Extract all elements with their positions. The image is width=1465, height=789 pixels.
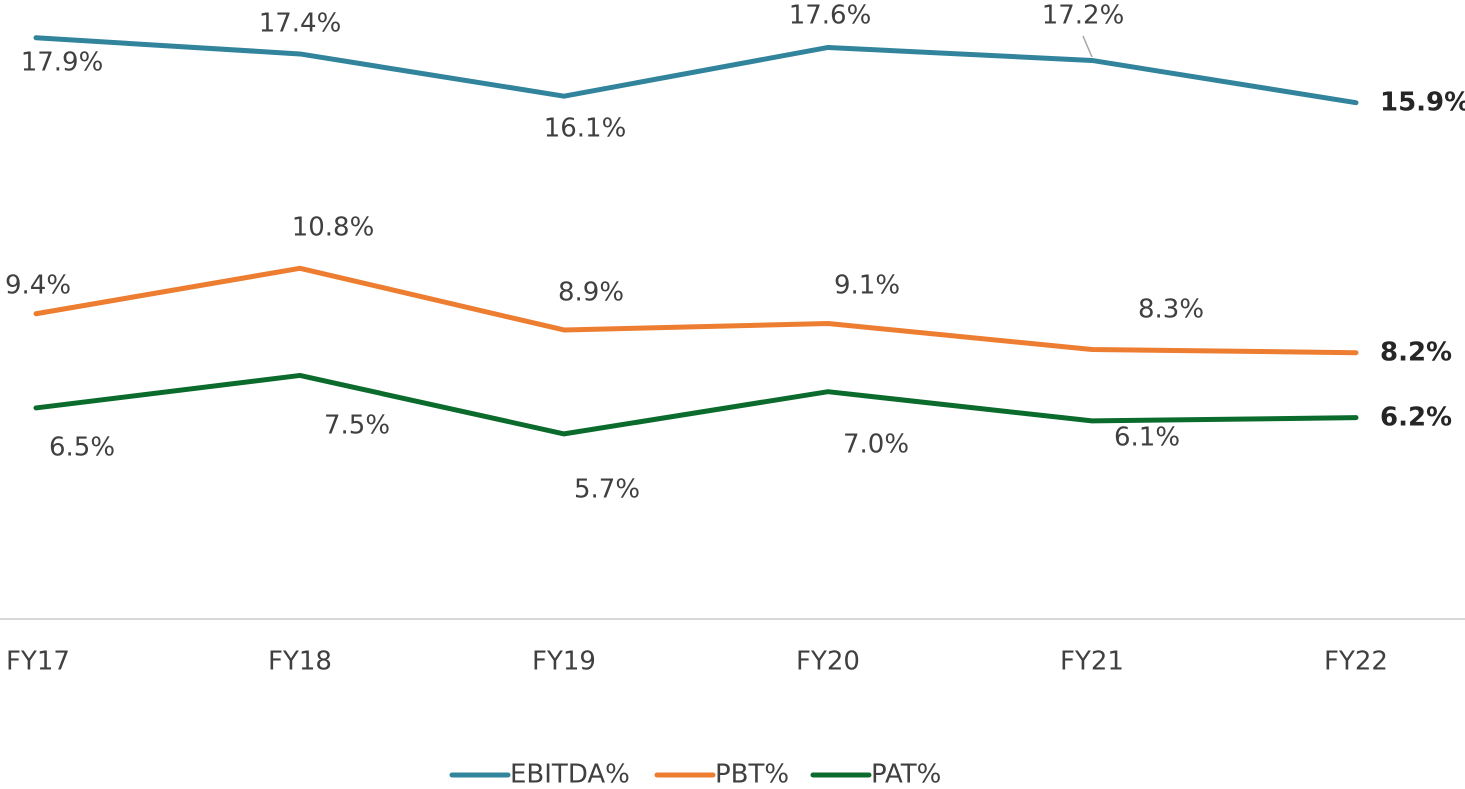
data-label: 17.9%	[21, 48, 104, 78]
x-tick-label: FY18	[268, 647, 332, 677]
data-label: 17.2%	[1042, 1, 1125, 31]
leader-line	[1082, 35, 1093, 58]
x-tick-label: FY22	[1324, 647, 1388, 677]
data-label: 17.6%	[789, 1, 872, 31]
data-label: 15.9%	[1380, 88, 1465, 118]
data-label: 17.4%	[259, 9, 342, 39]
data-label: 9.1%	[834, 271, 900, 301]
legend-label: EBITDA%	[510, 760, 630, 789]
line-series	[33, 265, 1359, 356]
x-tick-label: FY20	[796, 647, 860, 677]
legend-label: PBT%	[715, 760, 789, 789]
line-series	[33, 372, 1359, 437]
line-series	[33, 35, 1359, 106]
data-label: 5.7%	[574, 475, 640, 505]
data-label: 8.9%	[558, 278, 624, 308]
x-tick-label: FY17	[6, 647, 70, 677]
data-label: 8.2%	[1380, 338, 1452, 368]
data-label: 7.0%	[843, 430, 909, 460]
data-label: 16.1%	[544, 114, 627, 144]
data-label: 6.2%	[1380, 403, 1452, 433]
data-label: 7.5%	[324, 411, 390, 441]
x-tick-label: FY21	[1060, 647, 1124, 677]
x-tick-label: FY19	[532, 647, 596, 677]
data-label: 10.8%	[292, 213, 375, 243]
legend-label: PAT%	[871, 760, 941, 789]
data-label: 8.3%	[1138, 295, 1204, 325]
data-label: 9.4%	[5, 271, 71, 301]
data-label: 6.5%	[49, 433, 115, 463]
data-label: 6.1%	[1114, 423, 1180, 453]
